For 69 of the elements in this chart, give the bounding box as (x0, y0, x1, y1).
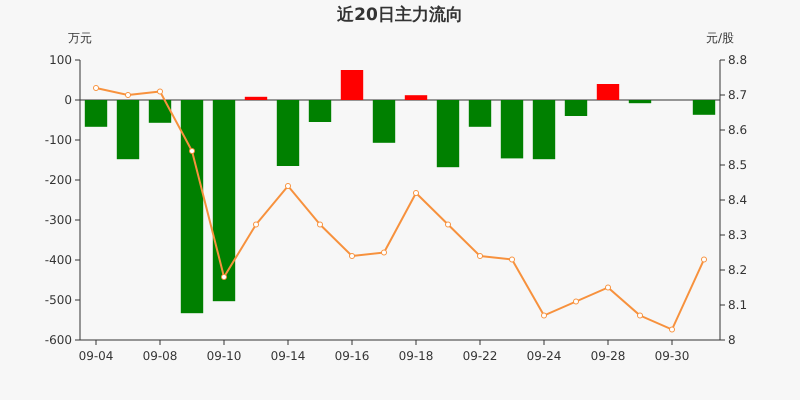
x-tick-label: 09-18 (398, 349, 434, 363)
y2-tick-label: 8.5 (728, 158, 748, 172)
point (573, 298, 579, 304)
y2-tick-label: 8.8 (728, 53, 748, 67)
point (253, 222, 259, 228)
y-tick-label: -600 (44, 333, 72, 347)
bar (84, 100, 108, 127)
point (317, 222, 323, 228)
bar (308, 100, 332, 122)
x-tick-label: 09-08 (142, 349, 178, 363)
bar (692, 100, 716, 115)
point (605, 284, 611, 290)
bar (500, 100, 524, 158)
y-tick-label: 0 (64, 93, 72, 107)
point (381, 250, 387, 256)
y-tick-label: -200 (44, 173, 72, 187)
point (413, 190, 419, 196)
bar (532, 100, 556, 160)
point (669, 326, 675, 332)
y-tick-label: -500 (44, 293, 72, 307)
x-tick-label: 09-04 (78, 349, 114, 363)
y-axis-title: 万元 (68, 31, 92, 45)
point (125, 92, 131, 98)
y-tick-label: -100 (44, 133, 72, 147)
y2-tick-label: 8.2 (728, 263, 748, 277)
y2-tick-label: 8.4 (728, 193, 748, 207)
point (349, 253, 355, 259)
bar (404, 95, 428, 100)
point (285, 183, 291, 189)
y2-tick-label: 8.7 (728, 88, 748, 102)
x-tick-label: 09-28 (590, 349, 626, 363)
point (477, 253, 483, 259)
y2-tick-label: 8.6 (728, 123, 748, 137)
point (509, 256, 515, 262)
y-tick-label: -400 (44, 253, 72, 267)
y2-axis-title: 元/股 (706, 31, 734, 45)
bar (212, 100, 236, 302)
point (445, 222, 451, 228)
bar (340, 70, 364, 100)
y2-tick-label: 8.3 (728, 228, 748, 242)
bar (596, 84, 620, 100)
bar (564, 100, 588, 116)
point (157, 88, 163, 94)
point (637, 312, 643, 318)
y-tick-label: -300 (44, 213, 72, 227)
point (701, 256, 707, 262)
point (189, 148, 195, 154)
point (541, 312, 547, 318)
bar (148, 100, 172, 123)
y-tick-label: 100 (49, 53, 72, 67)
bar (468, 100, 492, 127)
x-tick-label: 09-22 (462, 349, 498, 363)
x-tick-label: 09-24 (526, 349, 562, 363)
bar (276, 100, 300, 166)
bar (628, 100, 652, 104)
bar (436, 100, 460, 168)
x-tick-label: 09-14 (270, 349, 306, 363)
bar (180, 100, 204, 314)
bar (372, 100, 396, 143)
point (93, 85, 99, 91)
x-tick-label: 09-16 (334, 349, 370, 363)
y2-tick-label: 8 (728, 333, 736, 347)
x-tick-label: 09-10 (206, 349, 242, 363)
y2-tick-label: 8.1 (728, 298, 748, 312)
chart-title: 近20日主力流向 (336, 5, 463, 25)
bar (116, 100, 140, 160)
x-tick-label: 09-30 (654, 349, 690, 363)
bar (244, 96, 268, 100)
point (221, 274, 227, 280)
